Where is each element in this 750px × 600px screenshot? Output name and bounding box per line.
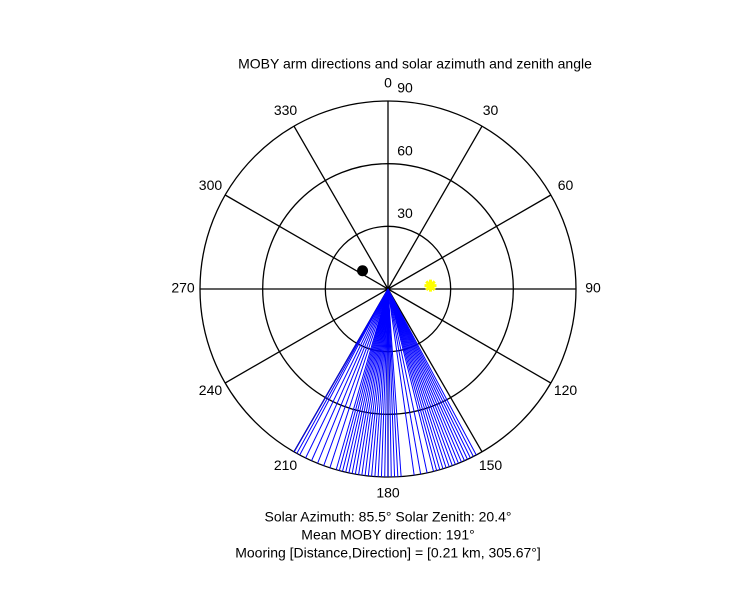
spoke (387, 288, 552, 384)
arm-direction (387, 288, 392, 477)
arm-direction (387, 288, 444, 469)
angle-label: 240 (199, 382, 223, 398)
arm-direction (387, 288, 447, 468)
arm-direction (387, 288, 456, 465)
chart-title: MOBY arm directions and solar azimuth an… (238, 56, 592, 72)
spoke (293, 125, 389, 290)
arm-direction (345, 288, 389, 473)
arm-direction (354, 288, 389, 475)
angle-label: 330 (274, 102, 298, 118)
annotation: Solar Azimuth: 85.5° Solar Zenith: 20.4° (265, 509, 512, 525)
angle-label: 0 (384, 75, 392, 91)
arm-direction (367, 288, 389, 477)
radial-label: 60 (397, 142, 413, 158)
radial-label: 90 (397, 80, 413, 96)
sun-marker (424, 279, 437, 292)
angle-label: 120 (554, 382, 578, 398)
arm-direction (387, 288, 396, 477)
arm-direction (384, 288, 389, 477)
arm-direction (387, 288, 402, 477)
arm-direction (358, 288, 389, 475)
arm-direction (387, 288, 428, 473)
angle-label: 150 (479, 457, 503, 473)
arm-direction (299, 288, 389, 456)
arm-direction (387, 288, 462, 463)
arm-direction (387, 288, 474, 457)
arm-direction (387, 288, 459, 464)
spoke (387, 194, 552, 290)
arm-direction (387, 288, 438, 471)
annotation: Mean MOBY direction: 191° (301, 527, 474, 543)
arm-direction (348, 288, 389, 473)
angle-label: 90 (585, 280, 601, 296)
arm-direction (323, 288, 389, 466)
mooring-marker (357, 265, 369, 277)
arm-direction (305, 288, 389, 459)
arm-direction (374, 288, 389, 477)
arm-direction (371, 288, 389, 477)
arm-direction (351, 288, 389, 474)
arm-direction (387, 288, 468, 460)
arm-direction (387, 288, 441, 470)
arm-direction (387, 288, 453, 466)
spoke (387, 288, 483, 453)
angle-label: 300 (199, 177, 223, 193)
spoke (387, 125, 483, 290)
arm-direction (380, 288, 389, 477)
arm-direction (335, 288, 389, 470)
arm-direction (387, 288, 465, 461)
arm-direction (311, 288, 389, 461)
arm-direction (387, 288, 415, 476)
arm-direction (387, 288, 422, 475)
arm-direction (338, 288, 389, 471)
angle-label: 60 (558, 177, 574, 193)
angle-label: 270 (171, 280, 195, 296)
arm-direction (329, 288, 389, 468)
arm-direction (377, 288, 389, 477)
arm-direction (342, 288, 389, 472)
angle-label: 210 (274, 457, 298, 473)
spoke (224, 288, 389, 384)
arm-direction (387, 288, 477, 456)
annotation: Mooring [Distance,Direction] = [0.21 km,… (235, 545, 541, 561)
arm-direction (293, 288, 389, 453)
arm-direction (317, 288, 389, 464)
radial-label: 30 (397, 205, 413, 221)
angle-label: 30 (483, 102, 499, 118)
arm-direction (387, 288, 450, 467)
arm-direction (361, 288, 389, 476)
arm-direction (387, 288, 399, 477)
arm-direction (364, 288, 389, 476)
arm-direction (387, 288, 471, 459)
arm-direction (296, 288, 389, 454)
angle-label: 180 (376, 485, 400, 501)
arm-direction (387, 288, 434, 472)
